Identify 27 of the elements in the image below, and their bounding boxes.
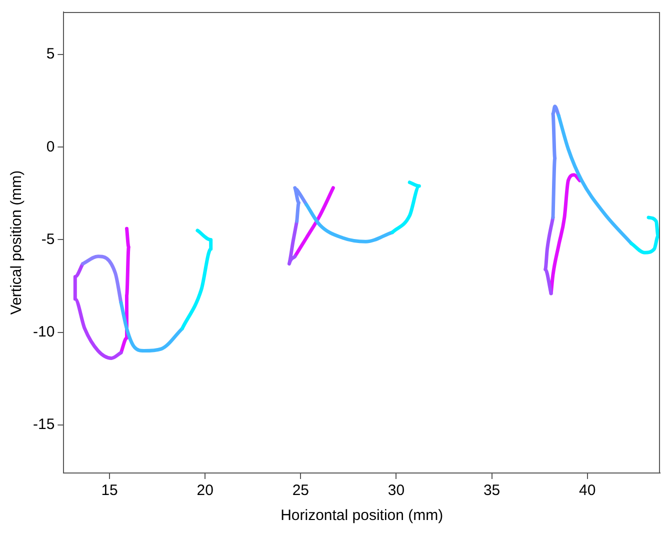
x-tick-label: 35: [483, 482, 500, 500]
x-tick-label: 20: [196, 482, 214, 500]
line-series: [630, 216, 660, 254]
y-tick-label: 0: [46, 138, 55, 156]
line-series: [549, 173, 582, 296]
x-tick-label: 30: [388, 482, 405, 500]
line-series: [390, 180, 421, 234]
x-tick-label: 40: [579, 482, 596, 500]
y-axis-title: Vertical position (mm): [8, 170, 26, 315]
y-tick-label: -15: [32, 416, 55, 434]
y-tick-label: -10: [32, 323, 55, 340]
x-tick-label: 25: [292, 482, 310, 500]
line-series: [81, 254, 123, 304]
line-series: [180, 228, 213, 330]
y-tick-label: -5: [41, 230, 55, 248]
line-series: [304, 202, 394, 244]
line-series: [293, 186, 335, 258]
y-tick-label: 5: [46, 46, 55, 63]
line-series: [119, 300, 184, 353]
x-tick-label: 15: [101, 482, 118, 500]
line-series: [556, 114, 634, 246]
line-series: [544, 216, 555, 296]
line-series: [293, 186, 308, 223]
line-series: [73, 262, 123, 360]
x-axis-title: Horizontal position (mm): [280, 507, 444, 524]
line-series: [287, 219, 299, 266]
line-series: [551, 104, 560, 220]
